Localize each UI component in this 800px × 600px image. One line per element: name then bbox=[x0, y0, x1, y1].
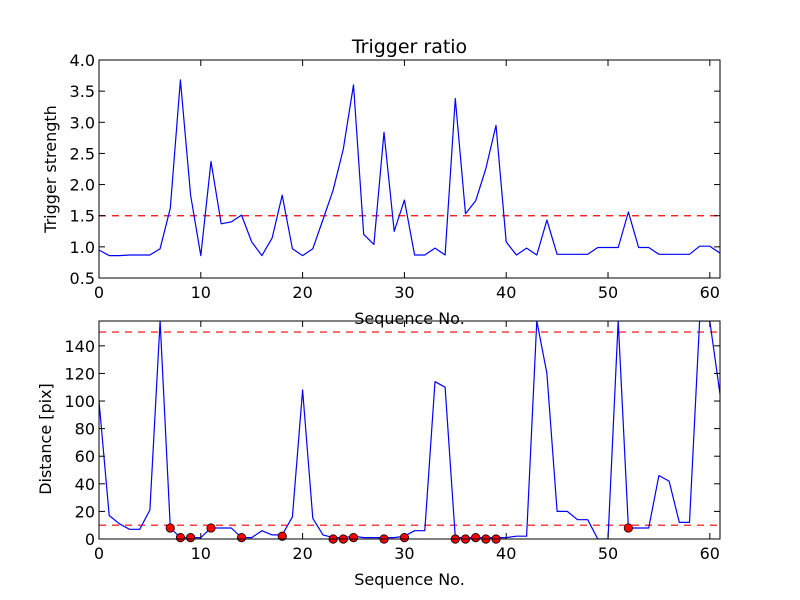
top-y-tick-label: 2.0 bbox=[70, 176, 95, 195]
bottom-x-axis-label: Sequence No. bbox=[354, 570, 465, 589]
bottom-y-tick-label: 60 bbox=[75, 447, 95, 466]
top-x-tick-label: 30 bbox=[394, 283, 414, 302]
top-x-tick-label: 40 bbox=[496, 283, 516, 302]
bottom-trigger-point bbox=[236, 533, 247, 543]
top-y-tick-label: 3.0 bbox=[70, 113, 95, 132]
bottom-y-tick-label: 140 bbox=[64, 337, 95, 356]
top-x-tick-label: 0 bbox=[94, 283, 104, 302]
bottom-y-tick-label: 40 bbox=[75, 475, 95, 494]
bottom-trigger-point bbox=[186, 533, 196, 543]
top-y-tick-label: 3.5 bbox=[70, 82, 95, 101]
top-x-tick-label: 10 bbox=[191, 283, 211, 302]
bottom-trigger-point bbox=[471, 533, 481, 543]
top-axes: 0 10 20 30 40 50 60 0.5 1.0 1.5 2.0 2.5 3.0 3.5 4.0 bbox=[70, 51, 721, 302]
top-x-tick-label: 50 bbox=[598, 283, 618, 302]
bottom-trigger-point bbox=[206, 523, 216, 533]
top-x-tick-label: 20 bbox=[292, 283, 312, 302]
top-x-tick-label: 60 bbox=[700, 283, 720, 302]
bottom-trigger-point bbox=[175, 533, 186, 543]
bottom-y-axis-label: Distance [pix] bbox=[36, 383, 55, 495]
bottom-x-tick-label: 50 bbox=[598, 544, 618, 563]
bottom-trigger-point bbox=[165, 523, 175, 533]
bottom-y-tick-label: 80 bbox=[75, 420, 95, 439]
bottom-trigger-point bbox=[348, 533, 359, 543]
top-plot-area bbox=[99, 79, 720, 257]
bottom-y-tick-label: 20 bbox=[75, 502, 95, 521]
bottom-y-tick-label: 100 bbox=[64, 392, 95, 411]
bottom-y-tick-label: 0 bbox=[85, 530, 95, 549]
bottom-plot-area bbox=[99, 321, 720, 539]
bottom-axes: 0 10 20 30 40 50 60 0 20 40 60 80 100 120 140 bbox=[64, 320, 721, 563]
top-y-tick-label: 1.5 bbox=[70, 207, 95, 226]
top-y-tick-label: 1.0 bbox=[70, 238, 95, 257]
top-x-axis-label: Sequence No. bbox=[354, 309, 465, 328]
bottom-trigger-point bbox=[399, 533, 410, 543]
bottom-x-tick-label: 40 bbox=[496, 544, 516, 563]
top-y-tick-label: 2.5 bbox=[70, 144, 95, 163]
bottom-trigger-point bbox=[623, 523, 633, 533]
bottom-plot-frame bbox=[98, 320, 721, 540]
top-plot-frame bbox=[98, 59, 721, 279]
top-y-tick-label: 0.5 bbox=[70, 269, 95, 288]
bottom-x-tick-label: 30 bbox=[394, 544, 414, 563]
bottom-trigger-point bbox=[277, 531, 287, 541]
top-series-line bbox=[99, 79, 720, 257]
bottom-series-line bbox=[99, 321, 720, 539]
top-y-tick-label: 4.0 bbox=[70, 51, 95, 70]
bottom-x-tick-label: 20 bbox=[292, 544, 312, 563]
bottom-x-tick-label: 60 bbox=[700, 544, 720, 563]
top-y-axis-label: Trigger strength bbox=[41, 105, 60, 234]
bottom-x-tick-label: 0 bbox=[94, 544, 104, 563]
bottom-y-tick-label: 120 bbox=[64, 364, 95, 383]
bottom-x-tick-label: 10 bbox=[191, 544, 211, 563]
chart-title: Trigger ratio bbox=[351, 36, 467, 58]
